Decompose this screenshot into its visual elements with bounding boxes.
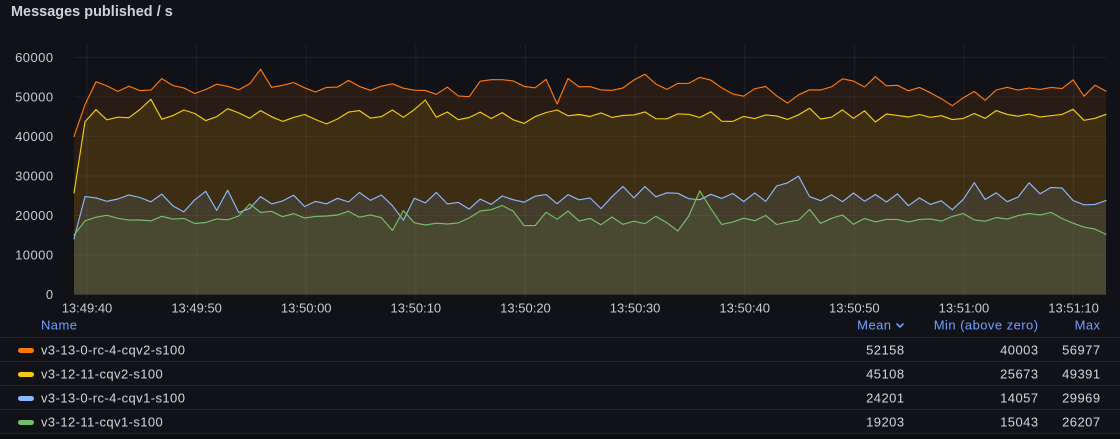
- svg-text:50000: 50000: [15, 90, 53, 105]
- svg-text:0: 0: [46, 287, 54, 302]
- svg-text:13:50:20: 13:50:20: [500, 301, 551, 316]
- svg-text:13:49:50: 13:49:50: [171, 301, 222, 316]
- svg-text:30000: 30000: [15, 169, 53, 184]
- svg-text:10000: 10000: [15, 248, 53, 263]
- svg-text:13:49:40: 13:49:40: [62, 301, 113, 316]
- svg-text:13:50:40: 13:50:40: [719, 301, 770, 316]
- svg-text:13:51:00: 13:51:00: [939, 301, 990, 316]
- svg-text:13:50:00: 13:50:00: [281, 301, 332, 316]
- svg-text:13:50:50: 13:50:50: [829, 301, 880, 316]
- svg-text:13:51:10: 13:51:10: [1048, 301, 1099, 316]
- svg-text:60000: 60000: [15, 50, 53, 65]
- svg-text:40000: 40000: [15, 129, 53, 144]
- svg-text:13:50:10: 13:50:10: [391, 301, 442, 316]
- svg-text:20000: 20000: [15, 208, 53, 223]
- svg-text:13:50:30: 13:50:30: [610, 301, 661, 316]
